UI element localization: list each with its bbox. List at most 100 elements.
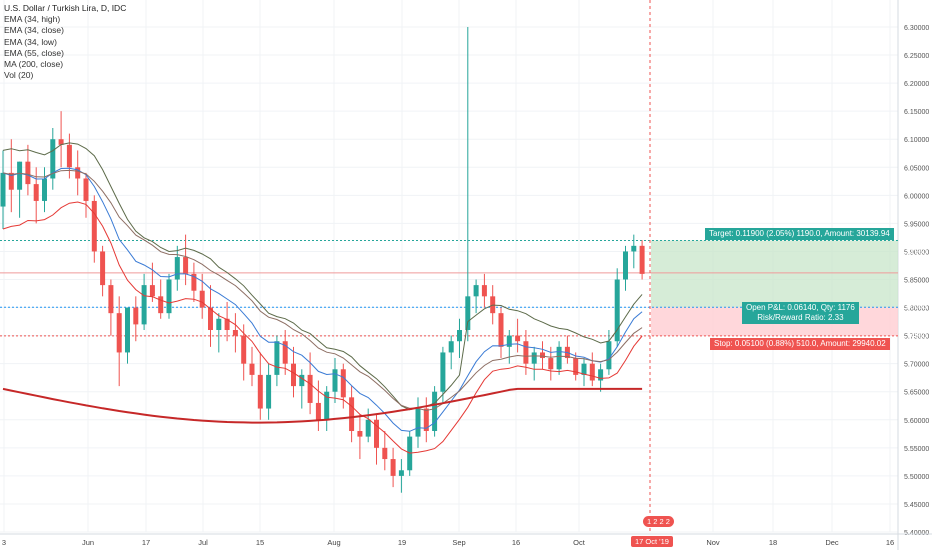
candle-body: [606, 341, 612, 370]
candle-body: [249, 363, 255, 375]
price-tick-label: 6.20000: [904, 81, 929, 88]
price-tick-label: 5.60000: [904, 418, 929, 425]
candle-body: [573, 358, 579, 375]
candle-body: [25, 161, 31, 185]
indicator-ema34-high[interactable]: EMA (34, high): [4, 14, 61, 25]
candle-body: [208, 307, 213, 330]
event-badge-3[interactable]: 2: [659, 517, 664, 526]
time-tick-label: Nov: [706, 538, 720, 547]
time-tick-label: Dec: [825, 538, 839, 547]
candle-body: [349, 397, 355, 431]
time-tick-label: 15: [256, 538, 264, 547]
price-tick-label: 5.55000: [904, 446, 929, 453]
candle-body: [473, 285, 479, 297]
indicator-ma200-close[interactable]: MA (200, close): [4, 59, 64, 70]
candle-body: [540, 352, 545, 359]
candle-body: [340, 369, 346, 398]
price-tick-label: 5.65000: [904, 390, 929, 397]
candle-body: [50, 139, 56, 179]
price-tick-label: 6.05000: [904, 165, 929, 172]
time-tick-label: Jul: [198, 538, 208, 547]
event-badge-2[interactable]: 2: [653, 517, 658, 526]
candle-body: [224, 318, 230, 330]
time-tick-label: 18: [769, 538, 777, 547]
stop-label[interactable]: Stop: 0.05100 (0.88%) 510.0, Amount: 299…: [710, 338, 890, 350]
candle-body: [440, 352, 446, 392]
candle-body: [274, 341, 280, 375]
candle-body: [299, 374, 305, 387]
price-tick-label: 6.15000: [904, 109, 929, 116]
event-badge-4[interactable]: 2: [665, 517, 670, 526]
open-pnl-text: Open P&L: 0.06140, Qty: 1176: [746, 303, 855, 312]
candle-body: [133, 307, 139, 325]
candle-body: [307, 374, 313, 403]
price-tag-target: 5.91950: [899, 237, 927, 246]
candle-body: [598, 369, 604, 381]
candle-body: [515, 335, 521, 342]
candle-body: [58, 139, 64, 145]
price-tick-label: 6.30000: [904, 25, 929, 32]
candle-body: [465, 296, 471, 330]
time-tick-label: Sep: [452, 538, 465, 547]
event-badge-1[interactable]: 1: [647, 517, 652, 526]
target-label[interactable]: Target: 0.11900 (2.05%) 1190.0, Amount: …: [705, 228, 894, 240]
symbol-title: U.S. Dollar / Turkish Lira, D, IDC: [4, 3, 127, 13]
candle-body: [390, 459, 396, 476]
candle-body: [531, 352, 537, 364]
indicator-ema55-close[interactable]: EMA (55, close): [4, 47, 64, 58]
cursor-date-label: 17 Oct '19: [631, 536, 673, 547]
candle-body: [149, 285, 155, 297]
candle-body: [199, 290, 205, 308]
open-pnl-label[interactable]: Open P&L: 0.06140, Qty: 1176 Risk/Reward…: [742, 302, 859, 324]
candle-body: [66, 144, 72, 168]
price-tick-label: 5.50000: [904, 474, 929, 481]
candle-body: [481, 285, 487, 297]
candle-body: [216, 318, 222, 330]
price-tick-label: 5.80000: [904, 306, 929, 313]
chart-legend: U.S. Dollar / Turkish Lira, D, IDC EMA (…: [4, 3, 126, 81]
candle-body: [183, 257, 189, 274]
candle-body: [332, 369, 338, 392]
candle-body: [639, 245, 645, 274]
candle-body: [382, 447, 388, 460]
candle-body: [623, 251, 628, 280]
candle-body: [257, 374, 263, 409]
candle-body: [8, 172, 14, 190]
ma200-line: [2, 387, 643, 424]
price-tick-label: 5.85000: [904, 278, 929, 285]
price-tick-label: 5.75000: [904, 334, 929, 341]
price-tick-label: 6.10000: [904, 137, 929, 144]
candle-body: [91, 200, 97, 252]
candle-body: [108, 285, 114, 314]
candle-body: [423, 408, 429, 431]
candle-body: [75, 167, 81, 179]
candle-body: [506, 335, 512, 347]
candle-body: [33, 184, 39, 201]
ema34-high-line: [2, 142, 643, 411]
time-tick-label: 16: [886, 538, 894, 547]
candle-body: [158, 296, 164, 314]
candle-body: [241, 335, 247, 364]
time-tick-label: Aug: [327, 538, 340, 547]
price-tag-stop: 5.74950: [899, 331, 927, 340]
indicator-ema34-close[interactable]: EMA (34, close): [4, 25, 64, 36]
price-tag-last: 5.86190: [899, 267, 927, 276]
candle-body: [581, 363, 587, 375]
price-tick-label: 5.45000: [904, 502, 929, 509]
candle-body: [266, 374, 272, 409]
candle-body: [42, 178, 47, 201]
candle-body: [365, 419, 371, 437]
profit-zone: [651, 240, 898, 308]
time-tick-label: 19: [398, 538, 406, 547]
candle-body: [631, 245, 637, 252]
indicator-volume[interactable]: Vol (20): [4, 70, 34, 81]
candle-body: [498, 313, 504, 347]
candle-body: [523, 341, 529, 364]
event-badges[interactable]: 1 2 2 2: [643, 516, 674, 527]
candle-body: [83, 178, 89, 201]
candle-body: [548, 358, 554, 370]
candle-body: [448, 341, 454, 353]
indicator-ema34-low[interactable]: EMA (34, low): [4, 36, 57, 47]
